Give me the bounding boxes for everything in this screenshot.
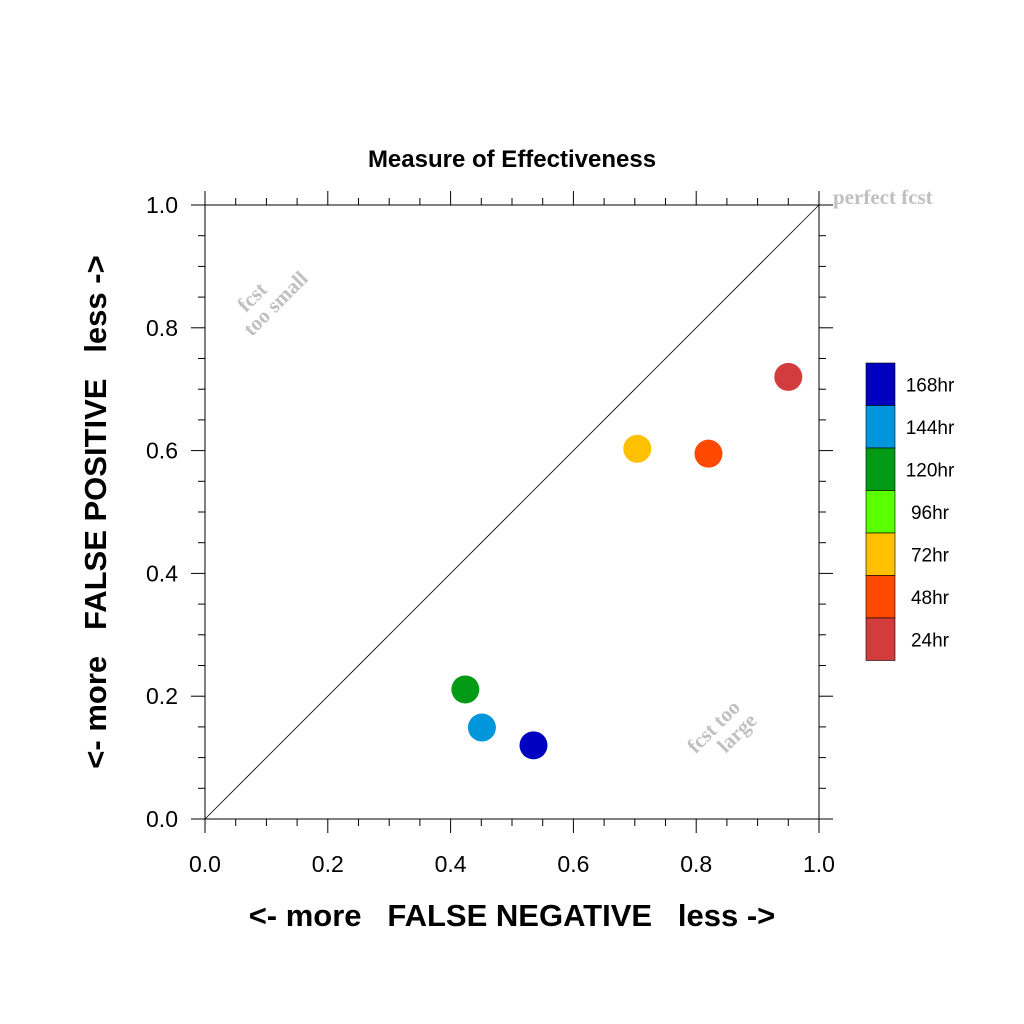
- legend-swatch-96hr: [865, 490, 896, 534]
- point-168hr: [519, 731, 548, 760]
- x-tick-label: 0.0: [189, 851, 221, 877]
- point-144hr: [467, 713, 496, 742]
- x-tick-label: 0.8: [680, 851, 712, 877]
- x-tick-label: 0.2: [312, 851, 344, 877]
- x-tick-label: 0.6: [557, 851, 589, 877]
- legend-label-168hr: 168hr: [906, 375, 955, 396]
- point-120hr: [451, 675, 480, 704]
- y-tick-label: 1.0: [146, 192, 178, 218]
- legend-label-144hr: 144hr: [906, 418, 955, 439]
- x-tick-label: 1.0: [803, 851, 835, 877]
- point-48hr: [694, 439, 723, 468]
- legend-label-24hr: 24hr: [911, 630, 950, 651]
- legend-swatch-48hr: [865, 575, 896, 619]
- y-tick-label: 0.0: [146, 806, 178, 832]
- legend-swatch-72hr: [865, 532, 896, 576]
- legend-label-72hr: 72hr: [911, 545, 950, 566]
- data-points: [451, 362, 803, 760]
- point-72hr: [623, 434, 652, 463]
- legend-label-48hr: 48hr: [911, 588, 950, 609]
- axis-ticks: [191, 191, 833, 833]
- legend-swatch-24hr: [865, 617, 896, 661]
- too-small-annotation: fcst too small: [232, 266, 312, 340]
- perfect-fcst-annotation: perfect fcst: [833, 185, 933, 209]
- x-axis-title: <- more FALSE NEGATIVE less ->: [249, 898, 776, 933]
- x-tick-label: 0.4: [435, 851, 467, 877]
- legend-swatch-120hr: [865, 447, 896, 491]
- too-large-annotation: fcst too large: [682, 695, 761, 758]
- legend-label-96hr: 96hr: [911, 503, 950, 524]
- y-tick-label: 0.2: [146, 683, 178, 709]
- y-axis-title: <- more FALSE POSITIVE less ->: [78, 255, 113, 768]
- y-tick-label: 0.8: [146, 315, 178, 341]
- legend-label-120hr: 120hr: [906, 460, 955, 481]
- legend: 168hr 144hr 120hr 96hr 72hr 48hr 24hr: [865, 362, 955, 661]
- y-tick-label: 0.4: [146, 560, 178, 586]
- legend-swatch-168hr: [865, 362, 896, 406]
- point-24hr: [774, 362, 803, 391]
- y-tick-label: 0.6: [146, 438, 178, 464]
- chart-title: Measure of Effectiveness: [368, 146, 656, 173]
- perfect-forecast-diagonal: [204, 204, 820, 820]
- axis-tick-labels: 0.0 0.2 0.4 0.6 0.8 1.0 0.0 0.2 0.4 0.6 0.8 1.0: [146, 192, 835, 877]
- legend-swatch-144hr: [865, 405, 896, 449]
- plot-area: 0.0 0.2 0.4 0.6 0.8 1.0 0.0 0.2 0.4 0.6 0.8 1.0: [146, 191, 835, 877]
